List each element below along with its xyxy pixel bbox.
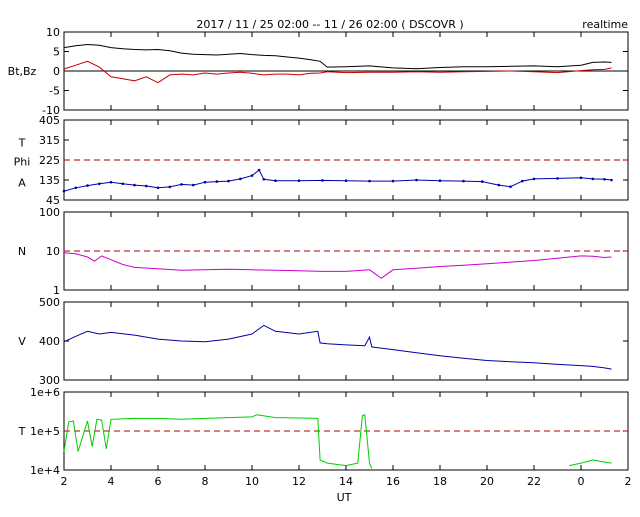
panel-density: 1 10 100 N bbox=[18, 206, 629, 297]
x-tick-label: 14 bbox=[339, 475, 353, 488]
y-tick-label: 500 bbox=[39, 296, 60, 309]
chart-title: 2017 / 11 / 25 02:00 -- 11 / 26 02:00 ( … bbox=[196, 18, 463, 31]
y-tick-label: 10 bbox=[46, 26, 60, 39]
y-axis-label: Phi bbox=[14, 156, 31, 169]
series-line-v bbox=[63, 324, 612, 370]
x-tick-label: 6 bbox=[155, 475, 162, 488]
y-axis-label: T bbox=[18, 136, 26, 149]
x-tick-label: 2 bbox=[61, 475, 68, 488]
panel-magnetic-field: -10 -5 0 5 10 Bt,Bz bbox=[8, 26, 629, 117]
y-tick-label: 315 bbox=[39, 134, 60, 147]
x-axis-label: UT bbox=[337, 491, 352, 504]
x-tick-label: 8 bbox=[202, 475, 209, 488]
panel-frame bbox=[63, 301, 629, 381]
realtime-label: realtime bbox=[582, 18, 628, 31]
y-axis-label: T bbox=[18, 425, 26, 438]
x-tick-label: 2 bbox=[625, 475, 632, 488]
y-axis-label: A bbox=[18, 176, 26, 189]
y-tick-label: 45 bbox=[46, 194, 60, 207]
y-tick-label: 300 bbox=[39, 374, 60, 387]
series-line-bz bbox=[63, 60, 612, 84]
panels-group: -10 -5 0 5 10 Bt,Bz 45 135 225 315 405 T Phi A 1 10 100 N… bbox=[8, 26, 629, 477]
x-tick-label: 12 bbox=[292, 475, 306, 488]
y-tick-label: -10 bbox=[42, 104, 60, 117]
panel-phi-angle: 45 135 225 315 405 T Phi A bbox=[14, 114, 629, 207]
y-tick-label: 1e+5 bbox=[30, 425, 60, 438]
y-tick-label: -5 bbox=[49, 85, 60, 98]
y-tick-label: 10 bbox=[46, 245, 60, 258]
y-axis-label: Bt,Bz bbox=[8, 65, 37, 78]
panel-temperature: 1e+4 1e+5 1e+6 T bbox=[18, 386, 629, 477]
x-axis: 2 4 6 8 10 12 14 16 18 20 22 0 2 bbox=[61, 475, 632, 488]
y-tick-label: 0 bbox=[53, 65, 60, 78]
series-line-bt bbox=[63, 43, 612, 70]
y-axis-label: V bbox=[18, 335, 26, 348]
series-line-t bbox=[63, 414, 373, 469]
x-tick-label: 18 bbox=[433, 475, 447, 488]
y-tick-label: 1e+4 bbox=[30, 464, 60, 477]
x-tick-label: 16 bbox=[386, 475, 400, 488]
x-tick-label: 0 bbox=[578, 475, 585, 488]
y-tick-label: 5 bbox=[53, 46, 60, 59]
y-tick-label: 400 bbox=[39, 335, 60, 348]
y-tick-label: 1e+6 bbox=[30, 386, 60, 399]
y-tick-label: 135 bbox=[39, 174, 60, 187]
x-tick-label: 22 bbox=[527, 475, 541, 488]
panel-speed: 300 400 500 V bbox=[18, 296, 629, 387]
y-axis-label: N bbox=[18, 245, 26, 258]
y-tick-label: 100 bbox=[39, 206, 60, 219]
x-tick-label: 4 bbox=[108, 475, 115, 488]
series-line-phi bbox=[63, 169, 612, 192]
series-line-n bbox=[63, 252, 612, 279]
x-tick-label: 20 bbox=[480, 475, 494, 488]
x-tick-label: 10 bbox=[245, 475, 259, 488]
y-tick-label: 1 bbox=[53, 284, 60, 297]
y-tick-label: 405 bbox=[39, 114, 60, 127]
series-line-t-late bbox=[569, 459, 612, 467]
y-tick-label: 225 bbox=[39, 154, 60, 167]
